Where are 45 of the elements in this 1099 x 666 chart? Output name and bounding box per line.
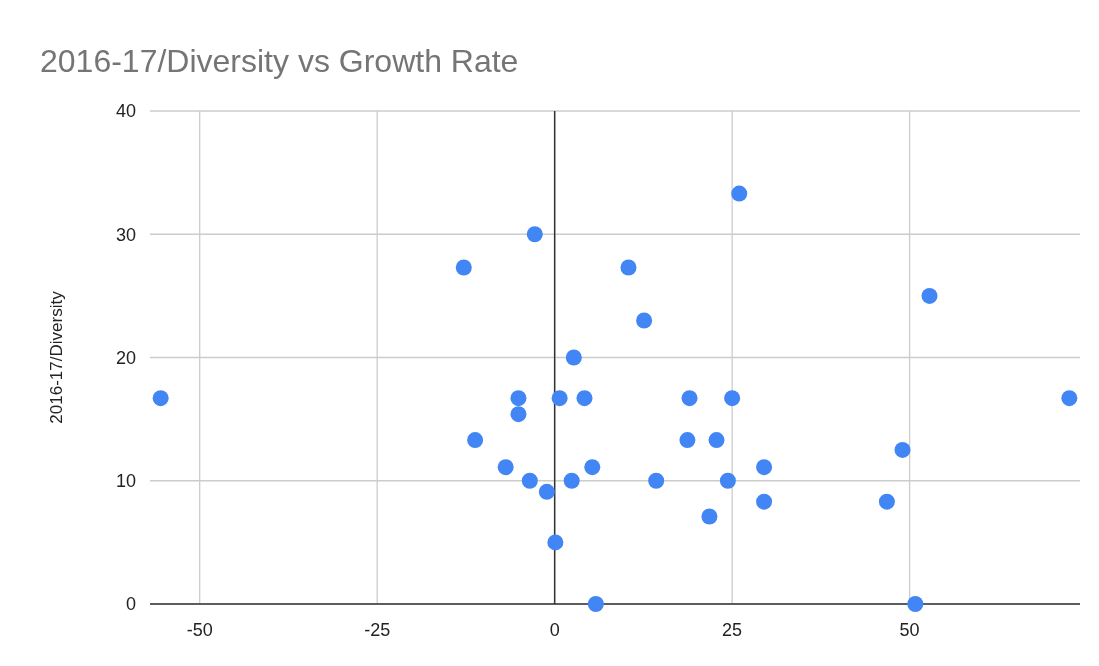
point — [563, 472, 580, 489]
point — [1061, 390, 1078, 407]
x-tick-label: 0 — [549, 620, 560, 640]
point — [907, 596, 924, 612]
point — [510, 406, 527, 423]
point — [547, 534, 564, 551]
point — [894, 441, 911, 458]
point — [551, 390, 568, 407]
chart-title: 2016-17/Diversity vs Growth Rate — [40, 43, 519, 79]
point — [538, 483, 555, 500]
point — [756, 493, 773, 510]
x-tick-label: -25 — [364, 620, 391, 640]
point — [724, 390, 741, 407]
point — [921, 287, 938, 304]
point — [576, 390, 593, 407]
point — [679, 432, 696, 449]
x-tick-label: 50 — [899, 620, 920, 640]
y-tick-label: 20 — [115, 347, 136, 368]
point — [701, 508, 718, 525]
x-tick-label: -50 — [186, 620, 213, 640]
y-tick-label: 40 — [115, 101, 136, 122]
point — [467, 432, 484, 449]
point — [584, 459, 601, 476]
point — [565, 349, 582, 366]
point — [587, 596, 604, 612]
point — [681, 390, 698, 407]
point — [756, 459, 773, 476]
point — [620, 259, 637, 276]
point — [455, 259, 472, 276]
point — [708, 432, 725, 449]
y-tick-label: 0 — [125, 594, 136, 615]
point — [152, 390, 169, 407]
point — [510, 390, 527, 407]
x-tick-label: 25 — [722, 620, 743, 640]
y-tick-label: 10 — [115, 471, 136, 492]
point — [648, 472, 665, 489]
point — [526, 226, 543, 243]
y-tick-label: 30 — [115, 224, 136, 245]
point — [719, 472, 736, 489]
point — [521, 472, 538, 489]
point — [636, 312, 653, 329]
y-axis-title: 2016-17/Diversity — [47, 290, 66, 424]
point — [731, 185, 748, 202]
point — [497, 459, 514, 476]
point — [878, 493, 895, 510]
